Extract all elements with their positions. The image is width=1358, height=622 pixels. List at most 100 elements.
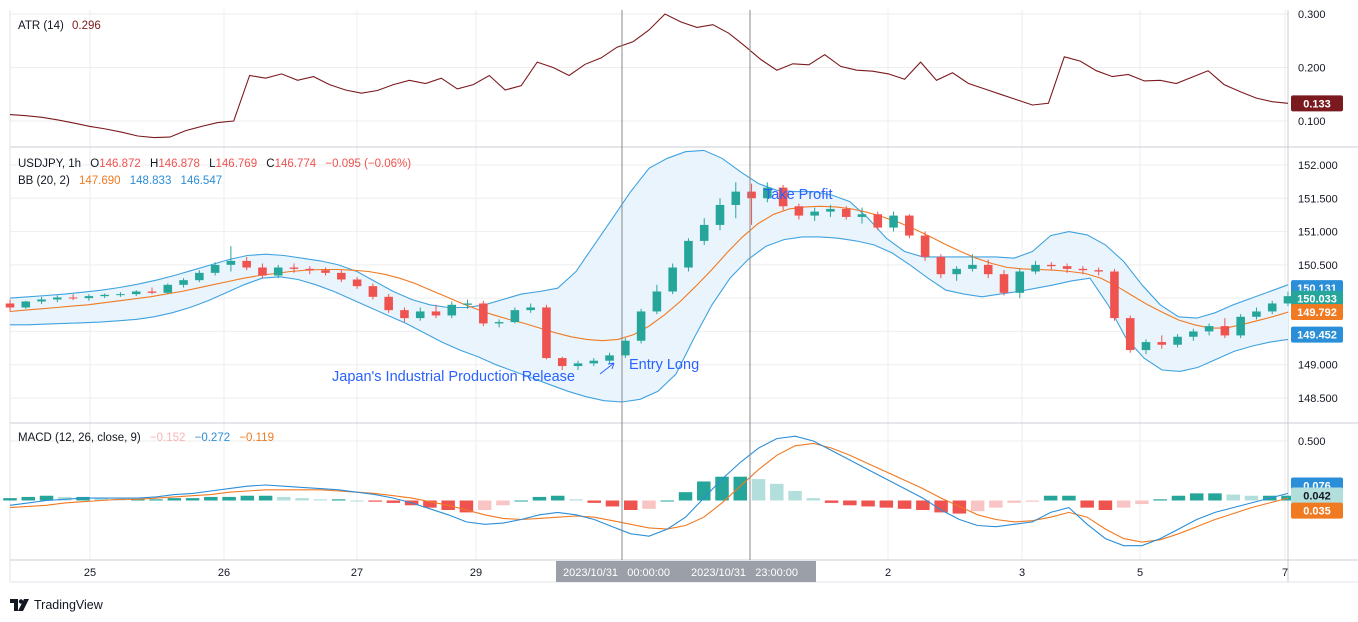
candle	[131, 290, 141, 297]
histogram-bar	[76, 496, 90, 501]
y-tick-label: 148.500	[1298, 393, 1338, 405]
candle-body	[1189, 331, 1198, 337]
candle	[589, 358, 599, 367]
candle-body	[1173, 336, 1182, 345]
price-axis[interactable]: 0.300 0.200 0.100 152.000 151.500 151.000 150.…	[1298, 9, 1338, 448]
open-label: O	[90, 158, 99, 170]
histogram-bar	[1025, 500, 1040, 502]
candle	[415, 307, 425, 321]
candle-body	[794, 206, 804, 216]
histogram-bar	[240, 495, 255, 501]
macd-histogram	[3, 476, 1295, 514]
histogram-bar	[313, 499, 328, 501]
y-tick-label: 150.500	[1298, 260, 1338, 272]
candle	[652, 284, 662, 315]
tradingview-logo[interactable]: TradingView	[10, 596, 103, 614]
atr-pane[interactable]	[9, 13, 1289, 139]
candle	[305, 266, 315, 275]
histogram-bar	[806, 498, 821, 501]
bb-basis-value: 147.690	[79, 175, 121, 187]
bb-legend[interactable]: BB (20, 2) 147.690 148.833 146.547	[18, 175, 222, 187]
candle	[1062, 263, 1072, 273]
candle	[1236, 314, 1245, 339]
candle	[778, 184, 788, 211]
candle-body	[999, 274, 1009, 293]
candle	[179, 278, 188, 288]
candle	[557, 356, 567, 371]
candle-body	[289, 267, 299, 269]
candle	[384, 294, 393, 313]
bb-lower-value: 146.547	[181, 175, 223, 187]
candle-body	[1252, 311, 1261, 317]
price-pane[interactable]	[5, 149, 1293, 403]
entry-time-label: 2023/10/31 00:00:00	[563, 567, 670, 579]
y-tick-label: 0.300	[1298, 9, 1326, 21]
histogram-bar	[952, 500, 967, 514]
candle	[905, 214, 914, 239]
candle-body	[68, 297, 78, 299]
histogram-bar	[514, 500, 528, 502]
x-tick-label: 7	[1282, 567, 1288, 579]
candle	[147, 287, 157, 295]
candle-body	[210, 264, 220, 273]
histogram-bar	[459, 500, 474, 513]
histogram-bar	[660, 500, 675, 502]
candle-body	[1220, 326, 1230, 336]
release-annotation[interactable]: Japan's Industrial Production Release	[332, 369, 575, 385]
entry-annotation[interactable]: Entry Long	[629, 357, 699, 373]
candle-body	[1094, 270, 1103, 272]
candle-body	[242, 260, 251, 268]
candle-body	[1125, 318, 1135, 351]
candle-body	[100, 294, 109, 297]
macd-line	[9, 435, 1289, 547]
crosshair-time-bg	[556, 561, 816, 582]
candle-body	[668, 267, 677, 292]
candle-body	[873, 214, 883, 228]
candle	[1157, 335, 1167, 349]
histogram-bar	[532, 496, 547, 501]
candle	[936, 254, 946, 279]
high-label: H	[150, 158, 158, 170]
candle	[1031, 260, 1040, 275]
bb-lower-tag-text: 149.452	[1297, 330, 1337, 342]
candle-body	[463, 303, 472, 305]
candle-body	[557, 358, 567, 367]
atr-price-tag-bg	[1291, 95, 1343, 112]
macd-legend[interactable]: MACD (12, 26, close, 9) −0.152 −0.272 −0…	[18, 432, 274, 444]
histogram-bar	[112, 499, 127, 501]
close-price-tag: 150.033	[1291, 290, 1343, 307]
atr-legend[interactable]: ATR (14) 0.296	[18, 20, 101, 32]
candle-body	[226, 260, 236, 265]
histogram-bar	[277, 496, 291, 501]
macd-pane[interactable]	[3, 435, 1295, 547]
atr-price-tag: 0.133	[1291, 95, 1343, 112]
pane-dividers	[9, 10, 1358, 583]
histogram-bar	[605, 500, 620, 507]
histogram-bar	[1153, 499, 1167, 501]
candle	[1125, 315, 1135, 353]
take-profit-annotation[interactable]: Take Profit	[764, 187, 833, 203]
candle-body	[400, 310, 409, 319]
histogram-bar	[185, 498, 200, 501]
candle	[621, 338, 630, 359]
brand-name: TradingView	[34, 598, 103, 612]
x-tick-label: 25	[84, 567, 96, 579]
histogram-bar	[751, 479, 766, 501]
candle-body	[368, 286, 378, 297]
histogram-bar	[131, 499, 145, 501]
candle	[53, 295, 62, 303]
candle	[968, 254, 977, 272]
candle-body	[116, 294, 125, 296]
candle-body	[1062, 266, 1072, 269]
candle-body	[920, 235, 930, 257]
close-price-tag-text: 150.033	[1297, 294, 1337, 306]
x-tick-label: 26	[218, 567, 230, 579]
bollinger-lower-band	[10, 236, 1289, 403]
price-legend[interactable]: USDJPY, 1h O146.872 H146.878 L146.769 C1…	[18, 158, 411, 170]
histogram-bar	[21, 496, 36, 501]
open-value: 146.872	[99, 158, 141, 170]
histogram-bar	[167, 498, 182, 501]
histogram-bar	[824, 500, 839, 503]
time-axis[interactable]: 25 26 27 29 2 3 5 7	[84, 567, 1288, 579]
